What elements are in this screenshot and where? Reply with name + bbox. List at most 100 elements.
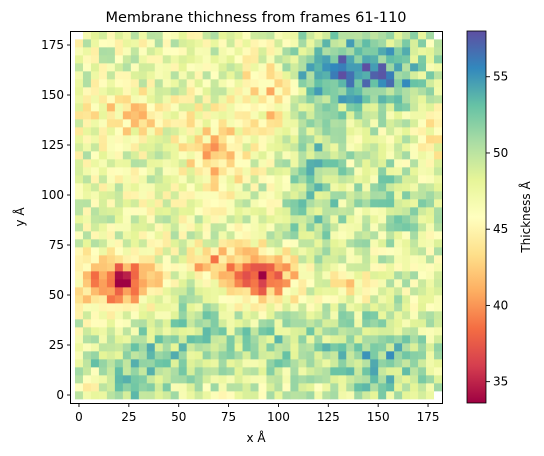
heatmap-cell [226, 351, 235, 360]
heatmap-cell [202, 63, 211, 72]
heatmap-cell [178, 247, 188, 256]
heatmap-cell [370, 63, 379, 72]
heatmap-cell [346, 71, 355, 80]
heatmap-cell [74, 199, 84, 208]
heatmap-cell [426, 263, 435, 272]
heatmap-cell [402, 167, 411, 176]
heatmap-cell [298, 167, 307, 176]
heatmap-cell [298, 63, 307, 72]
heatmap-cell [362, 223, 371, 232]
heatmap-cell [266, 199, 275, 208]
heatmap-cell [402, 143, 411, 152]
heatmap-cell [394, 295, 403, 304]
heatmap-cell [178, 159, 188, 168]
heatmap-cell [82, 39, 92, 48]
heatmap-cell [362, 287, 371, 296]
x-tick-label: 75 [221, 410, 236, 424]
heatmap-cell [386, 87, 395, 96]
heatmap-cell [322, 375, 331, 384]
heatmap-cell [394, 207, 403, 216]
heatmap-cell [378, 71, 387, 80]
heatmap-cell [314, 143, 323, 152]
heatmap-cell [210, 159, 219, 168]
heatmap-cell [114, 295, 124, 304]
heatmap-cell [322, 215, 331, 224]
heatmap-cell [354, 127, 363, 136]
heatmap-cell [194, 103, 203, 112]
heatmap-cell [306, 263, 315, 272]
heatmap-cell [354, 111, 363, 120]
heatmap-cell [426, 63, 435, 72]
heatmap-cell [338, 303, 347, 312]
heatmap-cell [186, 231, 196, 240]
heatmap-cell [250, 71, 259, 80]
heatmap-cell [122, 327, 132, 336]
heatmap-cell [314, 263, 323, 272]
heatmap-cell [290, 63, 299, 72]
heatmap-cell [218, 47, 227, 56]
heatmap-cell [170, 119, 180, 128]
heatmap-cell [98, 103, 108, 112]
heatmap-cell [386, 263, 395, 272]
heatmap-cell [314, 247, 323, 256]
heatmap-cell [434, 375, 443, 384]
heatmap-cell [298, 375, 307, 384]
heatmap-cell [338, 319, 347, 328]
heatmap-cell [338, 295, 347, 304]
heatmap-cell [266, 271, 275, 280]
heatmap-cell [418, 167, 427, 176]
heatmap-cell [314, 111, 323, 120]
heatmap-cell [98, 239, 108, 248]
heatmap-cell [378, 87, 387, 96]
heatmap-cell [322, 183, 331, 192]
heatmap-cell [170, 63, 180, 72]
heatmap-cell [114, 183, 124, 192]
heatmap-cell [98, 159, 108, 168]
heatmap-cell [410, 335, 419, 344]
heatmap-cell [330, 111, 339, 120]
heatmap-cell [290, 327, 299, 336]
heatmap-cell [410, 279, 419, 288]
heatmap-cell [282, 79, 291, 88]
heatmap-cell [410, 135, 419, 144]
heatmap-cell [266, 279, 275, 288]
heatmap-cell [290, 143, 299, 152]
heatmap-cell [186, 359, 196, 368]
heatmap-cell [114, 207, 124, 216]
heatmap-cell [434, 327, 443, 336]
heatmap-cell [122, 335, 132, 344]
heatmap-cell [242, 215, 251, 224]
heatmap-cell [346, 143, 355, 152]
heatmap-cell [322, 343, 331, 352]
heatmap-cell [410, 231, 419, 240]
heatmap-cell [82, 367, 92, 376]
heatmap-cell [210, 351, 219, 360]
heatmap-cell [274, 327, 283, 336]
heatmap-cell [98, 223, 108, 232]
heatmap-cell [202, 207, 211, 216]
heatmap-cell [82, 95, 92, 104]
heatmap-cell [210, 63, 219, 72]
heatmap-cell [234, 239, 243, 248]
heatmap-cell [130, 391, 140, 400]
heatmap-cell [314, 271, 323, 280]
x-tick-label: 125 [317, 410, 340, 424]
heatmap-cell [298, 303, 307, 312]
heatmap-cell [346, 311, 355, 320]
heatmap-cell [410, 71, 419, 80]
heatmap-cell [250, 183, 259, 192]
heatmap-cell [114, 231, 124, 240]
heatmap-cell [202, 335, 211, 344]
heatmap-cell [210, 103, 219, 112]
heatmap-cell [186, 71, 196, 80]
heatmap-cell [194, 215, 203, 224]
heatmap-cell [218, 215, 227, 224]
heatmap-cell [378, 167, 387, 176]
heatmap-cell [258, 279, 267, 288]
y-tick-label: 100 [41, 188, 64, 202]
heatmap-cell [386, 375, 395, 384]
heatmap-cell [194, 127, 203, 136]
heatmap-cell [402, 103, 411, 112]
heatmap-cell [322, 327, 331, 336]
